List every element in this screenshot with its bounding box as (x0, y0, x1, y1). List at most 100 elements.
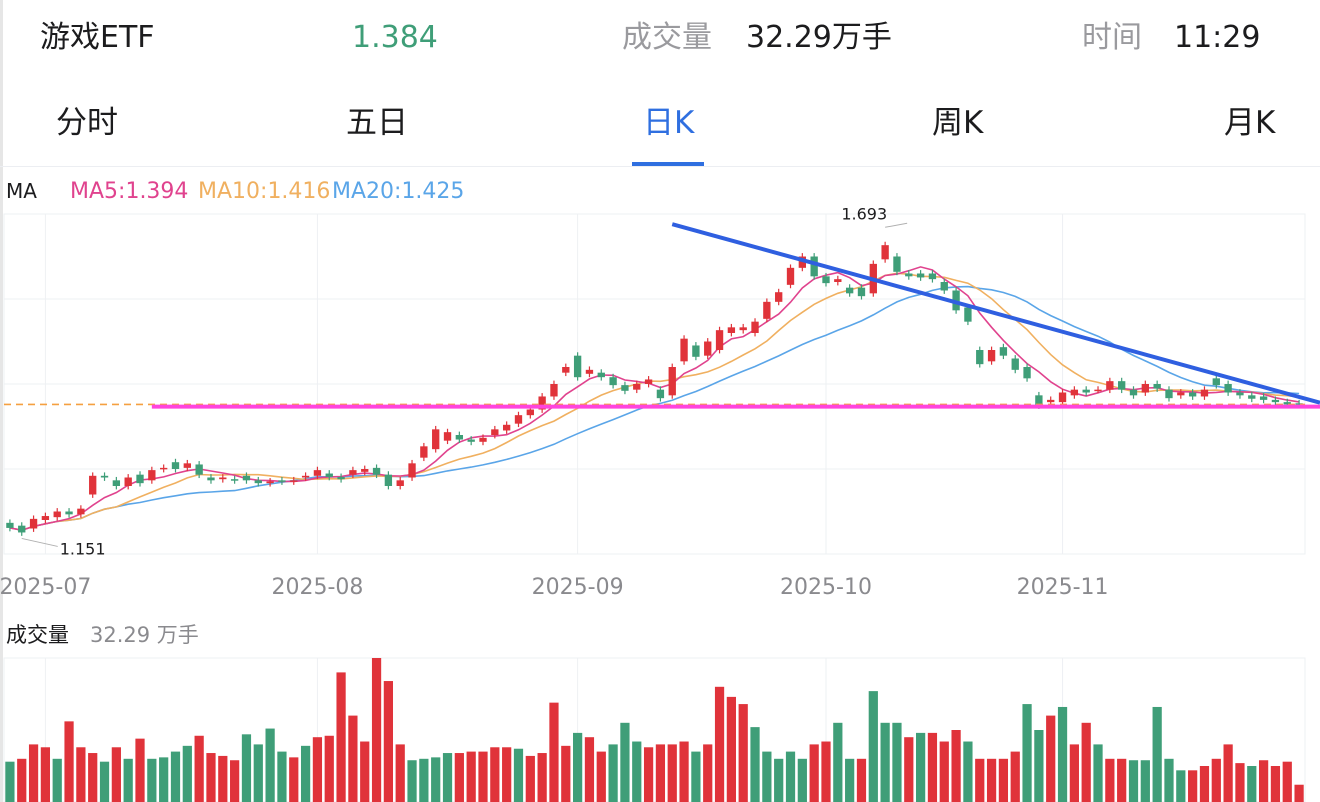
candle-down (964, 307, 972, 322)
volume-bar (230, 760, 240, 802)
candle-down (1188, 392, 1197, 397)
candle-down (337, 476, 345, 480)
candle-up (834, 279, 842, 282)
candle-up (183, 463, 191, 468)
candle-down (1271, 399, 1280, 403)
volume-bar (1270, 766, 1281, 802)
x-tick-label: 2025-09 (532, 575, 624, 600)
candle-up (727, 327, 736, 333)
volume-bar (1223, 744, 1233, 802)
candle-up (349, 470, 357, 475)
volume-bar (643, 747, 654, 802)
candle-up (881, 245, 889, 260)
volume-label: 成交量 (622, 20, 712, 55)
candle-down (384, 474, 393, 486)
tab-daily-k[interactable]: 日K (643, 105, 695, 141)
candle-down (230, 479, 239, 481)
volume-bar (1093, 744, 1103, 802)
candle-down (1295, 403, 1303, 405)
volume-bar (265, 728, 275, 802)
volume-bar (442, 753, 453, 802)
volume-bar (218, 755, 228, 802)
volume-bar (1258, 760, 1269, 802)
candle-down (254, 480, 262, 484)
volume-bar (537, 753, 547, 802)
volume-bar (904, 737, 914, 802)
candle-up (313, 470, 322, 476)
candle-down (928, 273, 937, 280)
last-price: 1.384 (352, 20, 438, 55)
volume-bar (1294, 784, 1304, 802)
kline-chart[interactable]: MA MA5:1.394 MA10:1.416 MA20:1.425 1.693… (0, 166, 1320, 802)
candle-down (609, 377, 617, 386)
low-price-leader (21, 537, 58, 547)
candle-up (798, 256, 807, 268)
volume-bar (123, 758, 133, 802)
downtrend-line (671, 222, 1320, 405)
candle-up (491, 429, 499, 435)
volume-bar (1128, 760, 1139, 802)
candle-up (1094, 389, 1102, 392)
volume-bar (182, 745, 192, 802)
candle-up (786, 267, 795, 285)
ma5-line (9, 266, 1300, 532)
volume-panel-frame (3, 657, 1306, 802)
candle-down (242, 475, 251, 481)
candle-down (1224, 384, 1232, 393)
candle-up (29, 518, 38, 529)
candle-up (420, 446, 428, 458)
volume-bar (253, 744, 263, 802)
candle-up (987, 350, 996, 362)
volume-bar (573, 732, 583, 802)
volume-bar (1282, 761, 1292, 802)
ma5-legend: MA5:1.394 (70, 179, 188, 204)
tab-monthly-k[interactable]: 月K (1224, 105, 1276, 141)
candle-down (207, 477, 215, 481)
candle-up (775, 292, 783, 302)
volume-bar (88, 753, 98, 802)
volume-bar (703, 744, 713, 802)
volume-bar (868, 691, 878, 802)
volume-bar (513, 748, 524, 802)
candle-up (550, 384, 558, 397)
volume-section-value: 32.29 万手 (90, 623, 199, 647)
candle-up (396, 480, 404, 486)
volume-bar (52, 758, 62, 802)
volume-bar (762, 751, 772, 802)
ma-indicator-label[interactable]: MA (6, 179, 37, 203)
volume-bar (1081, 722, 1091, 802)
candle-down (1082, 389, 1090, 393)
low-price-label: 1.151 (60, 539, 106, 558)
volume-bar (64, 721, 74, 802)
high-price-label: 1.693 (841, 204, 887, 223)
volume-bar (774, 758, 784, 802)
volume-bar (324, 735, 334, 802)
x-tick-label: 2025-08 (271, 575, 363, 600)
tab-five-day[interactable]: 五日 (346, 105, 408, 141)
volume-bar (785, 751, 796, 802)
volume-bar (1152, 706, 1162, 802)
volume-bar (1022, 704, 1032, 802)
candle-up (585, 369, 594, 374)
volume-bar (76, 747, 86, 802)
candle-down (1023, 367, 1031, 379)
volume-bar (17, 758, 27, 802)
volume-bar (159, 757, 169, 802)
volume-bar (5, 761, 15, 802)
volume-bar (655, 744, 666, 802)
volume-bar (348, 715, 358, 802)
tab-weekly-k[interactable]: 周K (932, 105, 984, 141)
candle-up (763, 301, 771, 319)
candle-up (668, 367, 676, 396)
candle-up (41, 516, 50, 520)
ma20-legend: MA20:1.425 (332, 179, 464, 204)
volume-bar (312, 737, 323, 802)
volume-bar (963, 741, 973, 802)
candle-up (562, 367, 570, 373)
tab-intraday[interactable]: 分时 (56, 105, 118, 141)
candle-down (845, 287, 854, 294)
candle-down (976, 350, 984, 365)
x-tick-label: 2025-10 (780, 575, 872, 600)
volume-bar (490, 747, 500, 802)
candle-up (361, 469, 369, 472)
